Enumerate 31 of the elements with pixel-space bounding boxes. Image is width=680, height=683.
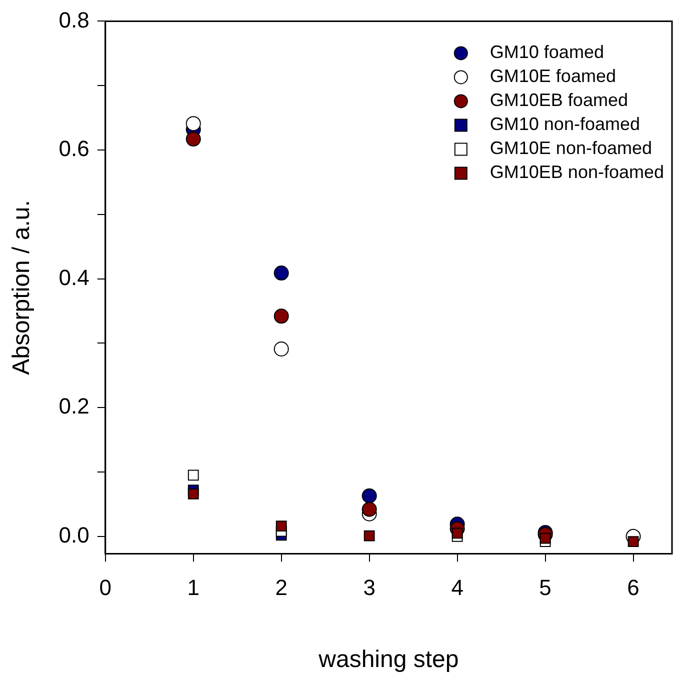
legend-label: GM10 foamed bbox=[490, 42, 604, 62]
y-tick-label: 0.0 bbox=[58, 522, 90, 548]
point bbox=[274, 308, 289, 324]
point bbox=[364, 530, 375, 542]
x-tick-label: 2 bbox=[275, 575, 288, 600]
legend-label: GM10E non-foamed bbox=[490, 138, 652, 158]
point bbox=[188, 470, 199, 481]
x-axis-title: washing step bbox=[318, 646, 459, 674]
x-tick-label: 3 bbox=[363, 575, 376, 600]
legend-label: GM10 non-foamed bbox=[490, 114, 640, 134]
legend-label: GM10EB non-foamed bbox=[490, 162, 664, 182]
y-tick-label: 0.2 bbox=[58, 394, 90, 419]
legend-label: GM10EB foamed bbox=[490, 90, 628, 110]
point bbox=[188, 488, 199, 500]
y-tick-label: 0.6 bbox=[58, 136, 90, 162]
point bbox=[362, 488, 377, 504]
x-tick-label: 5 bbox=[539, 575, 552, 600]
x-tick-label: 6 bbox=[627, 575, 640, 600]
y-axis-title: Absorption / a.u. bbox=[8, 200, 36, 375]
x-tick-label: 4 bbox=[451, 575, 464, 600]
point bbox=[362, 502, 377, 517]
legend-label: GM10E foamed bbox=[490, 66, 616, 86]
x-tick-label: 0 bbox=[99, 575, 112, 600]
y-tick-label: 0.8 bbox=[58, 7, 90, 32]
x-tick-label: 1 bbox=[187, 575, 200, 600]
point bbox=[186, 132, 201, 147]
point bbox=[276, 520, 287, 532]
point bbox=[186, 116, 201, 132]
point bbox=[274, 266, 289, 281]
y-tick-label: 0.4 bbox=[58, 264, 90, 290]
point bbox=[628, 536, 639, 548]
